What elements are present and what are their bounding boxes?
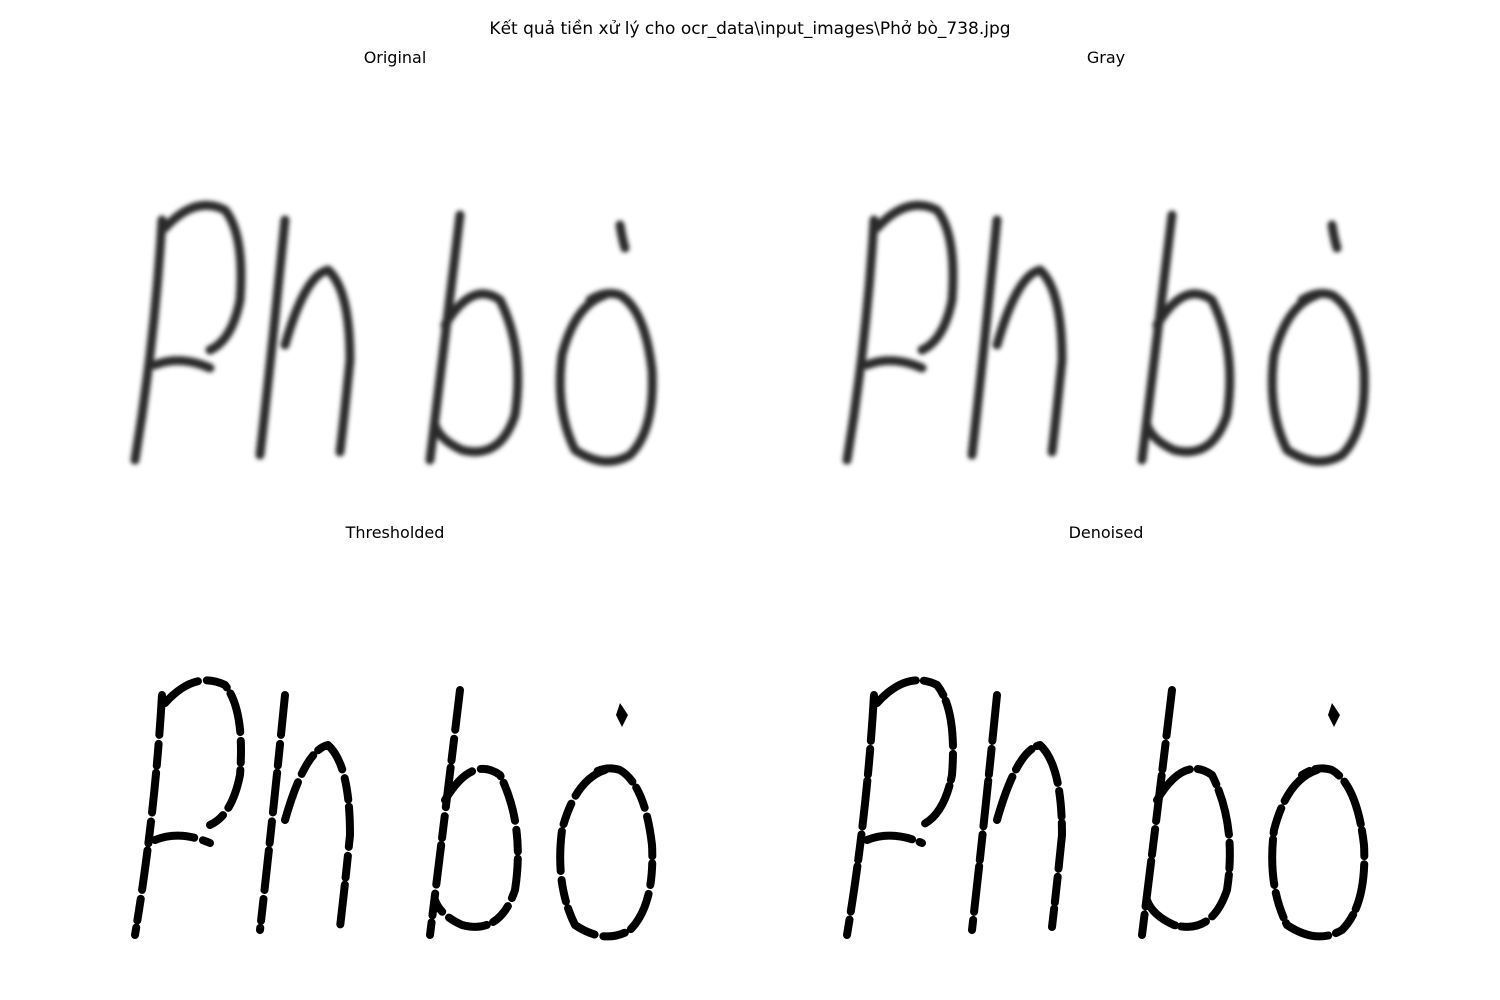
panel-title-gray: Gray bbox=[1086, 48, 1126, 67]
handwriting-image-original bbox=[130, 200, 657, 466]
handwriting-image-denoised bbox=[843, 676, 1369, 941]
panel-title-denoised: Denoised bbox=[1068, 523, 1144, 542]
handwriting-strokes bbox=[130, 200, 657, 466]
panel-title-thresholded: Thresholded bbox=[345, 523, 445, 542]
panel-denoised-image bbox=[812, 585, 1500, 985]
panel-original-image bbox=[100, 110, 800, 510]
figure-title: Kết quả tiền xử lý cho ocr_data\input_im… bbox=[489, 19, 1011, 39]
accent-dot bbox=[1328, 703, 1340, 727]
panel-title-original: Original bbox=[363, 48, 427, 67]
handwriting-image-gray bbox=[842, 200, 1369, 466]
binary-strokes bbox=[843, 676, 1369, 941]
panel-gray-image bbox=[812, 110, 1500, 510]
panel-thresholded-image bbox=[100, 585, 800, 985]
handwriting-strokes bbox=[842, 200, 1369, 466]
handwriting-image-thresholded bbox=[131, 676, 657, 941]
binary-strokes bbox=[131, 676, 657, 941]
accent-dot bbox=[616, 703, 628, 727]
